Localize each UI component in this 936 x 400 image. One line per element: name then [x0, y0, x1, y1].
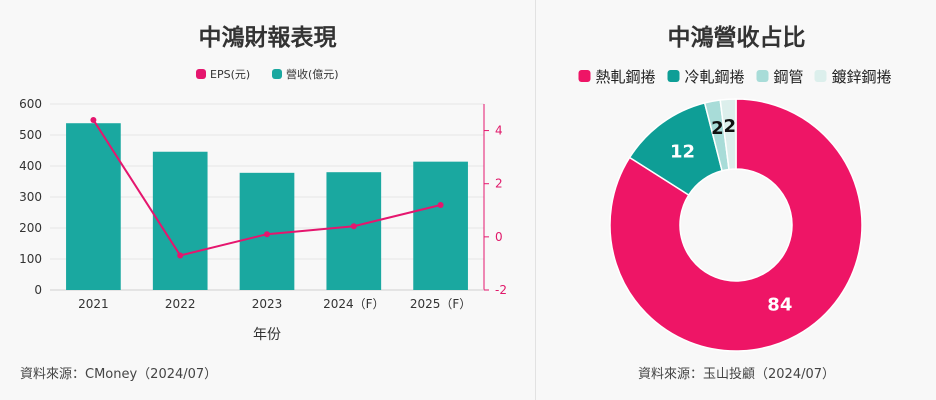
legend-swatch [272, 69, 282, 79]
donut-slice [609, 98, 863, 352]
x-tick-label: 2021 [78, 297, 109, 311]
y-tick-label: 0 [34, 283, 42, 297]
slice-value-label: 84 [767, 295, 792, 316]
slice-value-label: 2 [711, 118, 724, 139]
donut-chart: 84 12 2 2 熱軋鋼捲 冷軋鋼捲 鋼管 鍍鋅鋼捲 [578, 68, 892, 352]
y-tick-label: 400 [19, 159, 42, 173]
panel-divider [535, 0, 536, 400]
legend-label: 冷軋鋼捲 [685, 68, 745, 86]
revenue-bar [413, 161, 468, 290]
legend-swatch [814, 70, 827, 82]
legend-swatch [756, 70, 769, 82]
x-tick-label: 2024（F） [323, 297, 384, 311]
slice-value-label: 2 [724, 116, 737, 137]
x-tick-label: 2023 [252, 297, 283, 311]
legend-swatch [667, 70, 680, 82]
revenue-bar [326, 172, 382, 290]
y2-tick-label: 4 [495, 124, 503, 138]
financial-panel: 中鴻財報表現 0 100 200 300 400 500 600 -2 0 2 4 2021 2022 2… [19, 25, 507, 382]
eps-point [437, 201, 444, 208]
share-source-note: 資料來源：玉山投顧（2024/07） [638, 367, 836, 382]
y-tick-label: 100 [19, 252, 42, 266]
y-tick-label: 600 [19, 97, 42, 111]
x-tick-label: 2025（F） [410, 297, 471, 311]
donut-legend: 熱軋鋼捲 冷軋鋼捲 鋼管 鍍鋅鋼捲 [578, 68, 892, 86]
y-tick-label: 300 [19, 190, 42, 204]
eps-point [177, 252, 184, 259]
revenue-bar [66, 123, 121, 290]
y2-tick-label: 0 [495, 230, 503, 244]
slice-value-label: 12 [670, 141, 695, 162]
legend-label: 鍍鋅鋼捲 [832, 68, 892, 86]
y-tick-label: 200 [19, 221, 42, 235]
share-chart-title: 中鴻營收占比 [667, 25, 806, 51]
combo-chart: 0 100 200 300 400 500 600 -2 0 2 4 2021 2022 2023 2024… [19, 67, 507, 343]
x-tick-label: 2022 [165, 297, 196, 311]
eps-point [90, 116, 97, 123]
y2-tick-label: -2 [495, 283, 507, 297]
revenue-share-panel: 中鴻營收占比 84 12 2 2 熱軋鋼捲 冷軋鋼捲 鋼管 鍍鋅鋼捲 資料來源：玉山投顧（20… [537, 0, 936, 400]
financial-chart-title: 中鴻財報表現 [198, 25, 337, 51]
legend-label: EPS(元) [210, 68, 250, 81]
y-tick-label: 500 [19, 128, 42, 142]
legend-label: 營收(億元) [286, 67, 339, 81]
legend-swatch [578, 70, 591, 82]
revenue-bar [152, 151, 208, 290]
legend-label: 鋼管 [774, 68, 804, 86]
eps-point [264, 231, 270, 238]
legend-swatch [196, 69, 206, 79]
y2-tick-label: 2 [495, 177, 503, 191]
eps-point [350, 223, 357, 230]
combo-legend: EPS(元) 營收(億元) [196, 67, 339, 81]
legend-label: 熱軋鋼捲 [596, 68, 656, 86]
financial-source-note: 資料來源：CMoney（2024/07） [20, 367, 218, 382]
donut-slice [719, 98, 737, 171]
x-axis-title: 年份 [253, 327, 281, 343]
